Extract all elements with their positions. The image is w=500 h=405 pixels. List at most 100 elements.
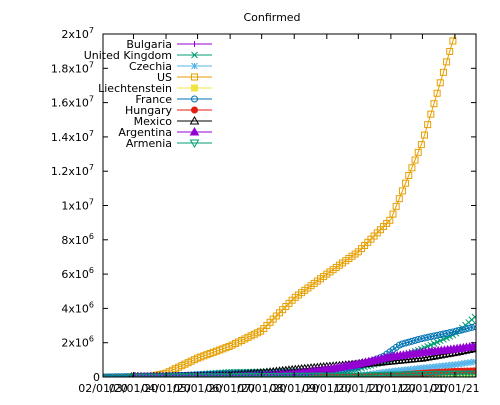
data-point	[425, 351, 436, 361]
data-point	[405, 171, 413, 179]
data-point	[389, 210, 397, 218]
legend-label: Argentina	[118, 126, 172, 139]
legend-marker	[189, 139, 200, 149]
legend-label: Armenia	[126, 137, 172, 150]
data-point	[443, 58, 451, 66]
data-point	[416, 364, 424, 372]
legend-label: US	[157, 71, 172, 84]
data-point	[392, 202, 400, 210]
data-point	[430, 332, 438, 340]
data-point	[452, 327, 460, 335]
data-point	[414, 336, 422, 344]
legend-marker	[191, 106, 198, 114]
data-point	[408, 337, 416, 345]
data-point	[446, 47, 454, 55]
data-point	[426, 363, 434, 371]
y-tick-label: 1.4x107	[51, 129, 94, 144]
x-tick-label: 03/01/20	[109, 382, 158, 395]
data-point	[414, 148, 422, 156]
data-point	[413, 365, 421, 372]
data-point	[423, 364, 430, 371]
data-point	[422, 352, 433, 361]
data-point	[436, 331, 444, 339]
x-tick-label: 11/01/20	[366, 382, 415, 395]
data-point	[395, 341, 403, 349]
data-point	[421, 334, 429, 342]
legend-marker	[191, 84, 198, 92]
data-point	[427, 333, 435, 341]
data-point	[417, 141, 425, 149]
data-point	[398, 340, 406, 348]
y-tick-label: 1.8x107	[51, 60, 94, 75]
data-point	[439, 362, 446, 370]
data-point	[394, 367, 402, 374]
data-point	[449, 328, 457, 336]
x-tick-label: 10/01/20	[334, 382, 383, 395]
data-point	[419, 352, 430, 362]
data-point	[456, 16, 462, 22]
legend-label: Hungary	[125, 104, 172, 117]
chart-title: Confirmed	[243, 11, 300, 24]
data-point	[432, 363, 440, 370]
data-point	[401, 366, 408, 374]
y-tick-label: 1x107	[61, 198, 94, 213]
x-tick-label: 06/01/20	[205, 382, 254, 395]
data-point	[427, 110, 435, 118]
data-point	[461, 359, 468, 367]
data-point	[471, 313, 476, 321]
data-point	[405, 338, 413, 346]
legend-label: Czechia	[129, 60, 172, 73]
x-tick-label: 02/01/20	[78, 382, 127, 395]
data-point	[455, 327, 463, 335]
data-point	[398, 366, 405, 374]
axes-layer: 0 2x106 4x106 6x106 8x106 1x107 1.2x107 1.4x107…	[51, 26, 480, 395]
data-point	[457, 360, 465, 368]
data-point	[467, 358, 475, 366]
data-point	[411, 156, 419, 164]
x-tick-label: 12/01/20	[398, 382, 447, 395]
data-point	[402, 179, 410, 187]
legend-label: United Kingdom	[84, 49, 172, 62]
data-point	[424, 333, 432, 341]
legend-marker	[191, 62, 198, 70]
data-point	[430, 100, 438, 108]
legend-marker	[189, 126, 200, 136]
data-point	[408, 164, 416, 172]
legend-label: France	[135, 93, 172, 106]
y-tick-label: 1.6x107	[51, 95, 94, 110]
y-tick-label: 8x106	[61, 232, 94, 247]
data-point	[471, 341, 476, 350]
data-point	[391, 367, 399, 375]
data-point	[439, 68, 447, 76]
x-tick-label: 04/01/20	[141, 382, 190, 395]
data-point	[464, 359, 471, 367]
data-point	[433, 331, 441, 339]
data-point	[420, 364, 427, 372]
data-point	[402, 339, 410, 347]
data-point	[411, 336, 419, 344]
data-point	[407, 365, 415, 373]
data-point	[448, 361, 456, 369]
y-tick-label: 1.2x107	[51, 163, 94, 178]
data-point	[453, 27, 459, 33]
y-tick-label: 2x107	[61, 26, 94, 41]
data-point	[465, 324, 473, 332]
data-point	[410, 365, 418, 373]
legend-marker	[189, 115, 200, 125]
data-point	[468, 323, 476, 331]
y-tick-label: 4x106	[61, 300, 94, 315]
data-point	[395, 195, 403, 203]
data-point	[424, 121, 432, 129]
legend-marker	[191, 95, 198, 103]
data-point	[454, 360, 462, 368]
y-tick-label: 0	[93, 371, 100, 384]
data-point	[471, 323, 476, 331]
data-point	[461, 325, 469, 333]
data-point	[445, 361, 453, 369]
data-point	[429, 363, 437, 371]
data-point	[439, 330, 447, 338]
x-tick-label: 01/01/21	[430, 382, 479, 395]
